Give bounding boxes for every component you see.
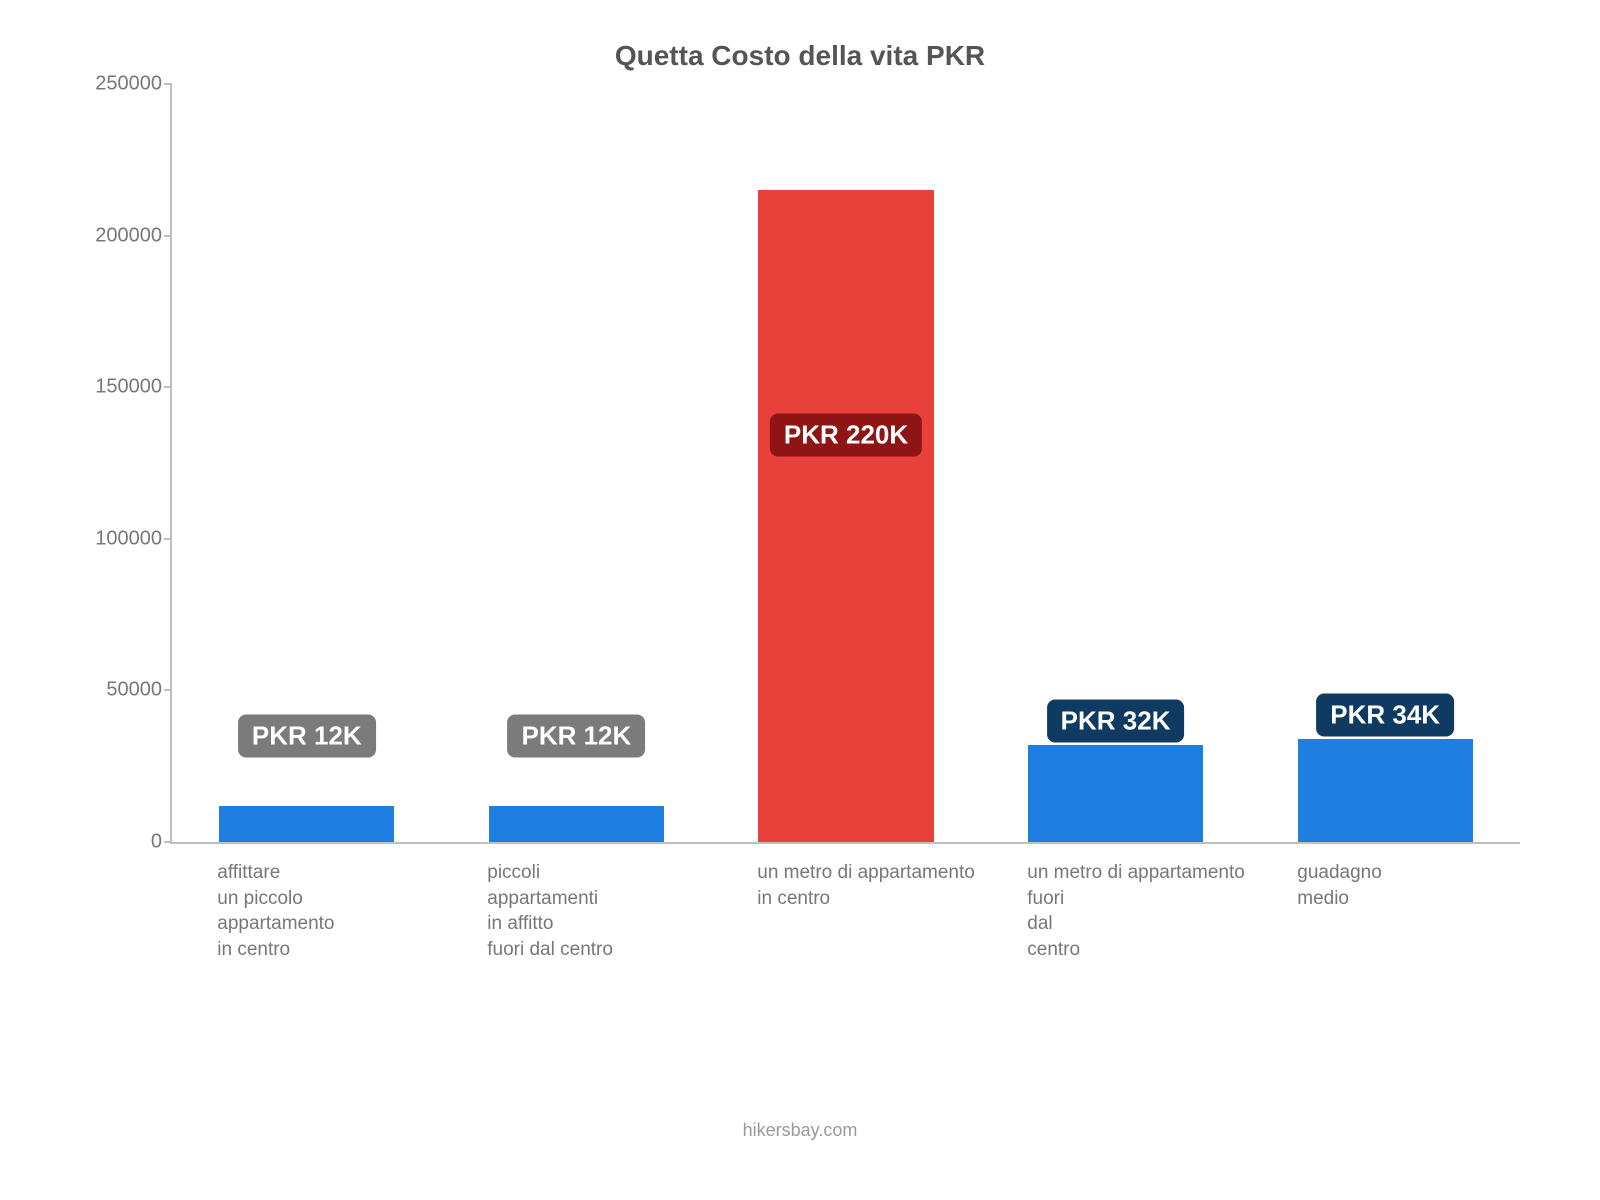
bar	[489, 806, 664, 842]
y-tick-label: 0	[62, 831, 162, 854]
bar	[758, 190, 933, 842]
x-tick-label: un metro di appartamentoin centro	[757, 860, 975, 911]
y-tick-mark	[164, 538, 172, 540]
y-tick-mark	[164, 689, 172, 691]
chart-title: Quetta Costo della vita PKR	[60, 40, 1540, 72]
bar-value-label: PKR 12K	[507, 715, 645, 758]
y-tick-mark	[164, 235, 172, 237]
x-axis-labels: affittareun piccoloappartamentoin centro…	[170, 860, 1520, 1080]
bars-layer: PKR 12K PKR 12K PKR 220K PKR 32K PKR 34K	[172, 84, 1520, 842]
bar	[219, 806, 394, 842]
bar	[1298, 739, 1473, 842]
x-tick-label: un metro di appartamentofuoridalcentro	[1027, 860, 1245, 963]
bar-value-label: PKR 12K	[238, 715, 376, 758]
y-tick-mark	[164, 83, 172, 85]
chart-container: Quetta Costo della vita PKR PKR 12KPKR 1…	[0, 0, 1600, 1200]
bar-value-label: PKR 34K	[1316, 693, 1454, 736]
y-tick-label: 100000	[62, 527, 162, 550]
chart-footer: hikersbay.com	[60, 1120, 1540, 1141]
x-tick-label: affittareun piccoloappartamentoin centro	[217, 860, 334, 963]
y-tick-mark	[164, 386, 172, 388]
bar	[1028, 745, 1203, 842]
y-tick-label: 50000	[62, 679, 162, 702]
x-tick-label: piccoliappartamentiin affittofuori dal c…	[487, 860, 613, 963]
plot-area: PKR 12KPKR 12KPKR 220KPKR 32KPKR 34K 050…	[170, 84, 1520, 844]
bar-value-label: PKR 32K	[1047, 699, 1185, 742]
y-tick-label: 150000	[62, 376, 162, 399]
x-tick-label: guadagnomedio	[1297, 860, 1382, 911]
y-tick-label: 200000	[62, 224, 162, 247]
y-tick-label: 250000	[62, 73, 162, 96]
bar-value-label: PKR 220K	[770, 414, 922, 457]
y-tick-mark	[164, 841, 172, 843]
